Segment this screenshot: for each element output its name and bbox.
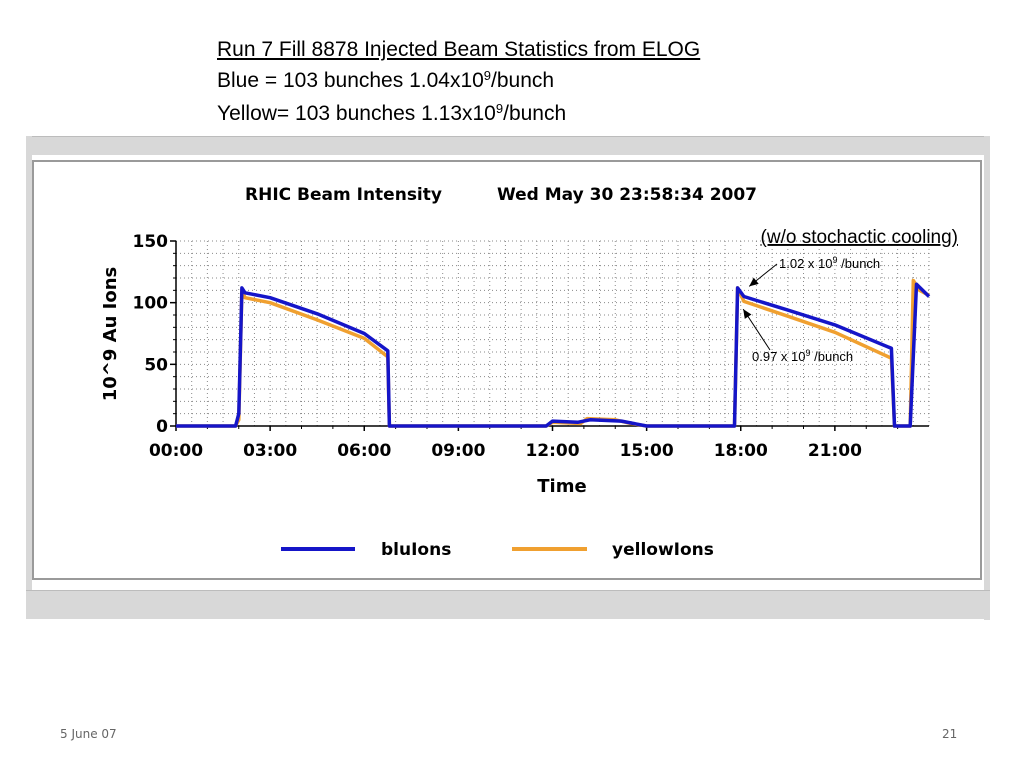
slide-title: Run 7 Fill 8878 Injected Beam Statistics… [217, 38, 701, 61]
y-tick-label: 50 [144, 355, 168, 375]
y-tick-label: 0 [156, 417, 168, 437]
yellow-summary-prefix: Yellow= 103 bunches 1.13x10 [217, 102, 496, 125]
plot-panel [32, 160, 982, 580]
x-tick-label: 18:00 [714, 441, 768, 461]
plot-frame-top [26, 136, 990, 155]
blue-summary-exp: 9 [483, 68, 492, 83]
series-line-bluIons [176, 282, 931, 428]
slide-heading: Run 7 Fill 8878 Injected Beam Statistics… [217, 34, 700, 131]
y-axis-label: 10^9 Au Ions [100, 267, 121, 402]
footer-date: 5 June 07 [60, 727, 117, 741]
footer-page-number: 21 [942, 727, 958, 741]
grid [175, 240, 930, 427]
x-tick-label: 21:00 [808, 441, 862, 461]
blue-summary-prefix: Blue = 103 bunches 1.04x10 [217, 69, 484, 92]
plot-frame-left [26, 136, 32, 618]
y-tick-label: 150 [133, 232, 169, 252]
yellow-summary-exp: 9 [495, 101, 504, 116]
blue-summary: Blue = 103 bunches 1.04x109/bunch [217, 65, 700, 98]
legend: bluIons yellowIons [281, 540, 714, 560]
annotation-blue: 1.02 x 109 /bunch [779, 255, 880, 271]
x-tick-label: 12:00 [525, 441, 579, 461]
annotation-yellow: 0.97 x 109 /bunch [752, 348, 853, 364]
legend-label-yellowIons: yellowIons [612, 540, 714, 560]
x-tick-label: 15:00 [620, 441, 674, 461]
chart-timestamp: Wed May 30 23:58:34 2007 [497, 185, 757, 205]
y-tick-label: 100 [133, 294, 169, 314]
x-tick-label: 00:00 [149, 441, 203, 461]
x-axis-label: Time [537, 476, 586, 497]
series-lines [176, 278, 931, 428]
cooling-note: (w/o stochactic cooling) [761, 227, 958, 248]
plot-frame-right [984, 136, 990, 620]
axes: 0 50 100 150 00:00 03:00 06:00 09:00 12:00 15:00 1… [133, 232, 929, 461]
annotations: (w/o stochactic cooling) 1.02 x 109 /bunc… [742, 227, 958, 364]
x-tick-label: 06:00 [337, 441, 391, 461]
legend-label-bluIons: bluIons [381, 540, 451, 560]
blue-summary-suffix: /bunch [491, 69, 555, 92]
annotation-yellow-arrowhead [743, 309, 752, 319]
yellow-summary-suffix: /bunch [503, 102, 567, 125]
annotation-blue-arrowhead [749, 277, 759, 287]
chart-title: RHIC Beam Intensity [245, 185, 442, 205]
yellow-summary: Yellow= 103 bunches 1.13x109/bunch [217, 98, 700, 131]
plot-frame-bottom [26, 590, 990, 619]
x-tick-label: 03:00 [243, 441, 297, 461]
x-tick-label: 09:00 [431, 441, 485, 461]
